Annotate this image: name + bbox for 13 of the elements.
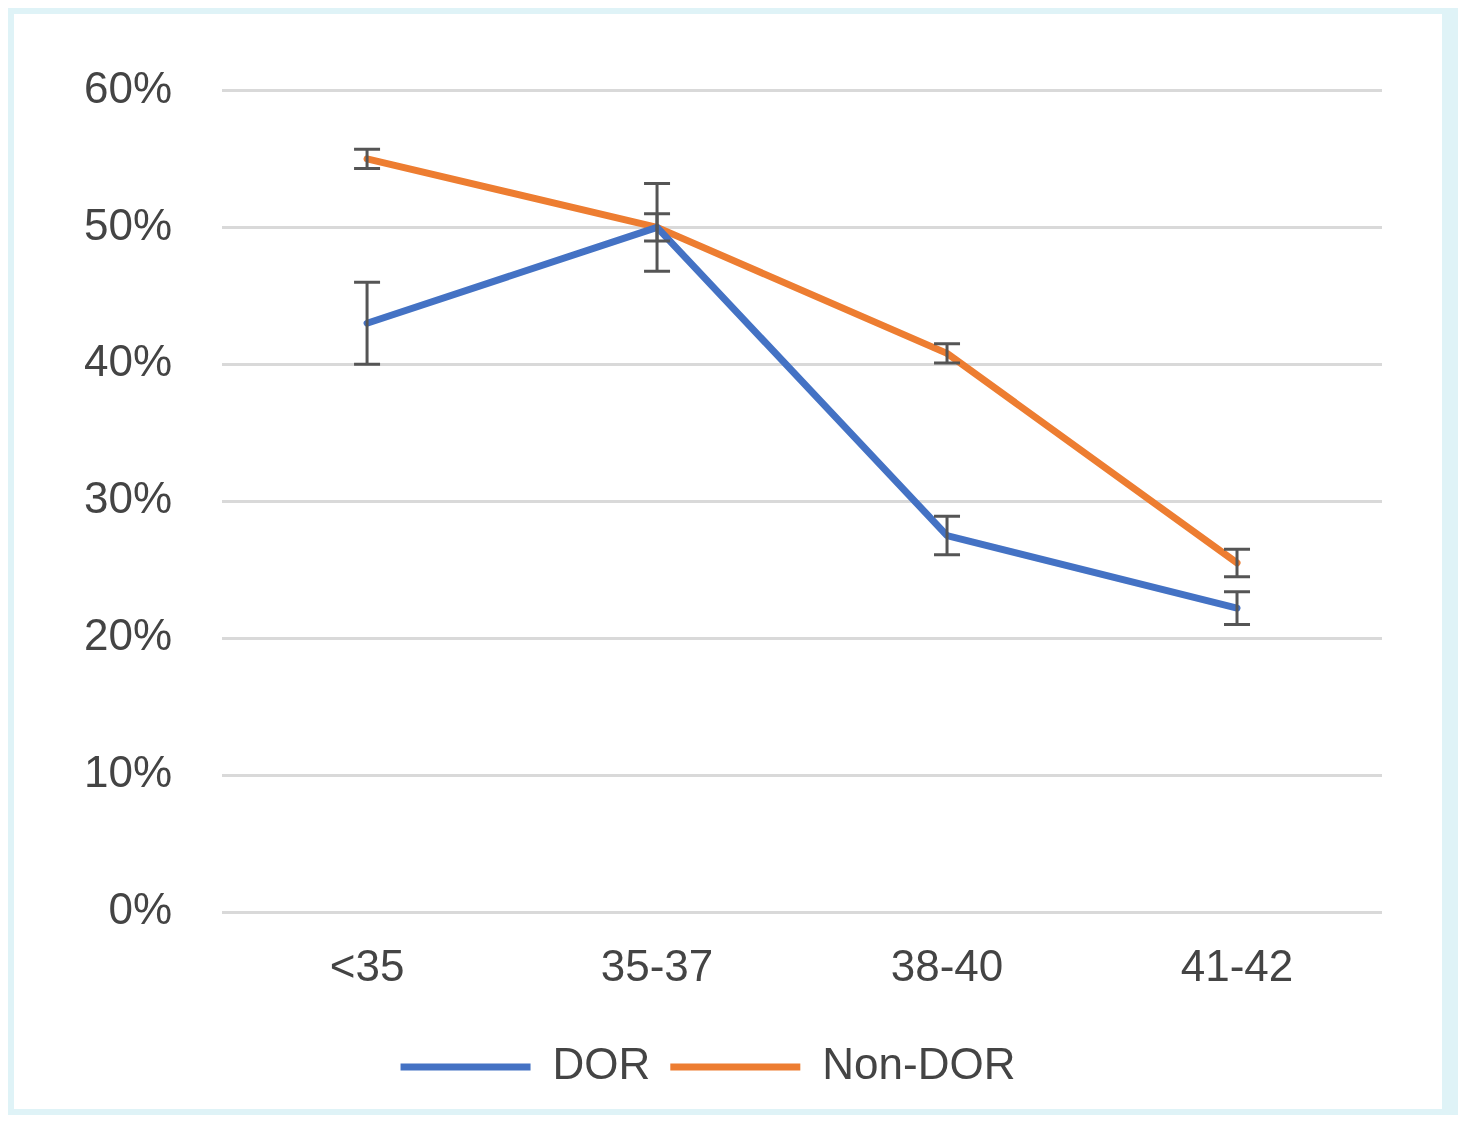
y-tick-label: 30%	[83, 473, 173, 523]
y-tick-label: 40%	[83, 336, 173, 386]
y-tick-label: 50%	[83, 199, 173, 249]
x-tick-label: 38-40	[890, 940, 1004, 990]
y-tick-label: 20%	[83, 610, 173, 660]
x-tick-label: 35-37	[600, 940, 714, 990]
legend-label: DOR	[552, 1039, 651, 1089]
legend-label: Non-DOR	[822, 1039, 1016, 1089]
y-tick-label: 0%	[108, 884, 173, 934]
x-tick-label: 41-42	[1180, 940, 1294, 990]
y-tick-label: 10%	[83, 747, 173, 797]
y-tick-label: 60%	[83, 62, 173, 112]
x-tick-label: <35	[329, 940, 405, 990]
